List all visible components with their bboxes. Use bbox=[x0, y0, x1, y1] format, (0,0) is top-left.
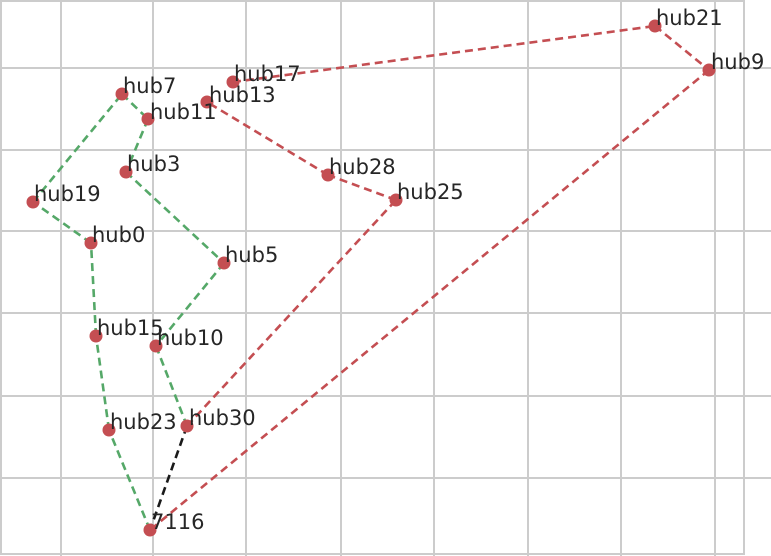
node-hub19 bbox=[26, 195, 40, 209]
node-label-hub9: hub9 bbox=[711, 50, 764, 74]
node-hub9 bbox=[702, 63, 716, 77]
node-hub30 bbox=[180, 419, 194, 433]
node-label-hub11: hub11 bbox=[150, 100, 217, 124]
route-edge-green-hub3-hub5 bbox=[125, 171, 225, 264]
node-label-hub7: hub7 bbox=[123, 74, 176, 98]
node-label-hub21: hub21 bbox=[656, 6, 723, 30]
route-edge-green-hub15-hub0 bbox=[89, 242, 98, 337]
node-hub25 bbox=[389, 193, 403, 207]
node-hub15 bbox=[89, 329, 103, 343]
node-hub10 bbox=[149, 339, 163, 353]
route-edge-green-hub0-hub19 bbox=[32, 200, 92, 245]
route-edge-green-hub11-hub3 bbox=[124, 118, 150, 173]
node-label-hub5: hub5 bbox=[225, 243, 278, 267]
route-edge-red-hub17-hub21 bbox=[232, 24, 656, 84]
node-label-hub15: hub15 bbox=[97, 316, 164, 340]
node-label-hub10: hub10 bbox=[157, 326, 224, 350]
route-edge-green-hub23-hub15 bbox=[94, 335, 111, 431]
node-hub17 bbox=[226, 75, 240, 89]
node-hub7 bbox=[115, 87, 129, 101]
route-edge-red-hub9-7116 bbox=[149, 68, 710, 532]
plot-border bbox=[0, 0, 745, 555]
route-edge-red-hub28-hub13 bbox=[206, 100, 329, 177]
node-label-hub17: hub17 bbox=[234, 62, 301, 86]
node-label-7116: 7116 bbox=[151, 510, 204, 534]
node-7116 bbox=[143, 523, 157, 537]
route-nodes bbox=[26, 19, 716, 537]
node-hub28 bbox=[321, 168, 335, 182]
node-hub3 bbox=[119, 165, 133, 179]
node-hub23 bbox=[102, 423, 116, 437]
route-edge-green-hub19-hub7 bbox=[31, 93, 124, 203]
node-label-hub30: hub30 bbox=[189, 406, 256, 430]
node-label-hub28: hub28 bbox=[329, 155, 396, 179]
route-edge-black-hub30-7116 bbox=[148, 425, 189, 531]
route-edges bbox=[31, 24, 710, 532]
node-hub13 bbox=[200, 95, 214, 109]
node-hub11 bbox=[141, 112, 155, 126]
route-edge-red-hub21-hub9 bbox=[654, 24, 710, 72]
node-label-hub13: hub13 bbox=[209, 83, 276, 107]
node-hub0 bbox=[84, 236, 98, 250]
node-label-hub19: hub19 bbox=[34, 182, 101, 206]
node-label-hub0: hub0 bbox=[92, 223, 145, 247]
node-label-hub25: hub25 bbox=[397, 180, 464, 204]
node-hub5 bbox=[217, 256, 231, 270]
route-edge-green-hub5-hub10 bbox=[154, 262, 226, 347]
route-edge-green-hub10-hub30 bbox=[154, 345, 189, 427]
node-hub21 bbox=[648, 19, 662, 33]
node-label-hub23: hub23 bbox=[110, 410, 177, 434]
route-edge-green-7116-hub23 bbox=[107, 429, 152, 531]
node-label-hub3: hub3 bbox=[127, 152, 180, 176]
